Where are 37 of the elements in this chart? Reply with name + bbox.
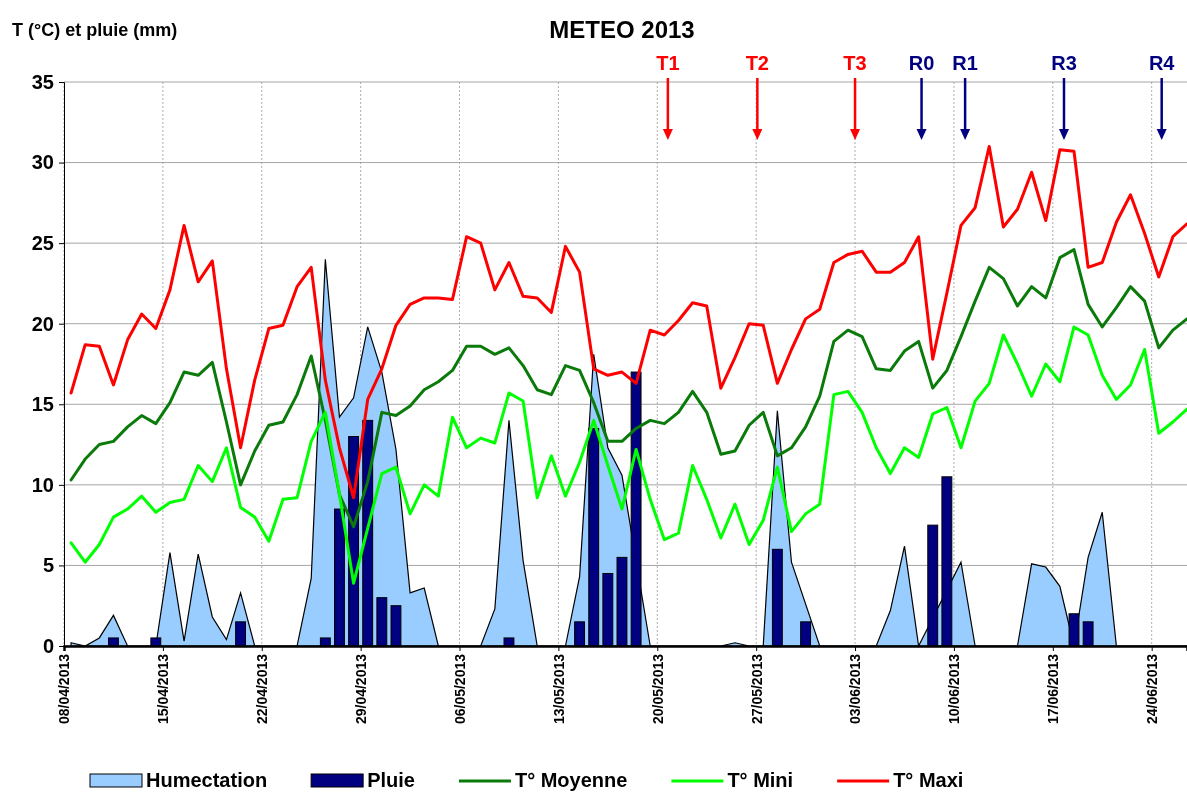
x-tick-label: 29/04/2013: [353, 653, 370, 725]
ref-line-label: T1: [656, 52, 680, 74]
legend-label: Humectation: [146, 769, 268, 791]
ref-line-label: R1: [952, 52, 978, 74]
line-series: [69, 144, 1187, 500]
x-tick-label: 08/04/2013: [56, 653, 73, 725]
x-tick-label: 06/05/2013: [451, 653, 468, 725]
y-axis-title: T (°C) et pluie (mm): [12, 20, 178, 40]
x-tick-label: 13/05/2013: [550, 653, 567, 725]
y-tick-label: 35: [31, 70, 54, 93]
legend-label: T° Maxi: [893, 769, 964, 791]
x-tick-label: 17/06/2013: [1045, 653, 1062, 725]
legend-label: Pluie: [367, 769, 415, 791]
line-series: [69, 248, 1187, 529]
ref-line-label: T2: [745, 52, 770, 74]
ref-line-label: R4: [1148, 52, 1176, 74]
ref-line-label: T3: [843, 52, 867, 74]
y-tick-label: 5: [42, 554, 54, 577]
legend-label: T° Mini: [727, 769, 794, 791]
x-tick-label: 22/04/2013: [254, 653, 271, 725]
y-tick-label: 20: [31, 312, 54, 335]
x-tick-label: 24/06/2013: [1144, 653, 1161, 725]
ref-line-label: R3: [1051, 52, 1077, 74]
ref-line-label: R0: [908, 52, 935, 74]
y-tick-label: 25: [31, 232, 54, 255]
y-tick-label: 30: [31, 151, 54, 174]
y-tick-label: 0: [42, 634, 54, 657]
y-tick-label: 10: [31, 473, 54, 496]
x-tick-label: 27/05/2013: [748, 653, 765, 725]
chart-title: METEO 2013: [549, 16, 695, 43]
x-tick-label: 15/04/2013: [155, 653, 172, 725]
x-tick-label: 03/06/2013: [847, 653, 864, 725]
line-series: [69, 325, 1187, 585]
x-tick-label: 10/06/2013: [946, 653, 963, 725]
y-tick-label: 15: [31, 393, 54, 416]
x-tick-label: 20/05/2013: [649, 653, 666, 725]
legend-label: T° Moyenne: [514, 769, 628, 791]
